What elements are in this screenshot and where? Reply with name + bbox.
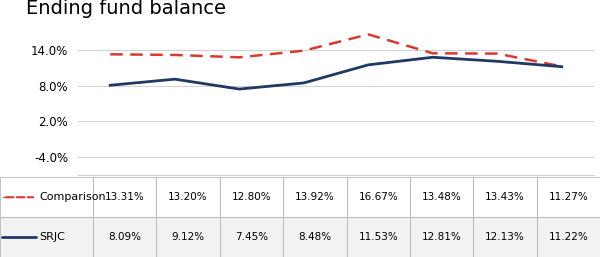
Bar — [410, 217, 473, 257]
Bar — [93, 177, 157, 217]
Bar — [536, 217, 600, 257]
Bar — [0, 217, 93, 257]
Bar — [473, 217, 536, 257]
Text: Ending fund balance: Ending fund balance — [26, 0, 226, 18]
Text: 16.67%: 16.67% — [358, 192, 398, 202]
Bar — [347, 217, 410, 257]
Text: SRJC: SRJC — [39, 232, 65, 242]
Text: 8.48%: 8.48% — [298, 232, 331, 242]
Text: 11.53%: 11.53% — [358, 232, 398, 242]
Text: 11.22%: 11.22% — [548, 232, 588, 242]
Bar — [220, 217, 283, 257]
Text: 7.45%: 7.45% — [235, 232, 268, 242]
Text: 13.31%: 13.31% — [105, 192, 145, 202]
Text: Comparison: Comparison — [39, 192, 106, 202]
Bar — [93, 217, 157, 257]
Bar — [157, 177, 220, 217]
Text: 12.80%: 12.80% — [232, 192, 271, 202]
Text: 12.13%: 12.13% — [485, 232, 525, 242]
Text: 13.20%: 13.20% — [168, 192, 208, 202]
Bar — [283, 217, 347, 257]
Text: 8.09%: 8.09% — [108, 232, 141, 242]
Text: 12.81%: 12.81% — [422, 232, 461, 242]
Text: - - -: - - - — [2, 192, 22, 202]
Bar — [473, 177, 536, 217]
Text: 9.12%: 9.12% — [172, 232, 205, 242]
Text: 13.43%: 13.43% — [485, 192, 525, 202]
Text: 13.48%: 13.48% — [422, 192, 461, 202]
Bar — [347, 177, 410, 217]
Bar — [157, 217, 220, 257]
Bar — [536, 177, 600, 217]
Text: 13.92%: 13.92% — [295, 192, 335, 202]
Bar — [0, 177, 93, 217]
Bar — [410, 177, 473, 217]
Bar — [283, 177, 347, 217]
Text: 11.27%: 11.27% — [548, 192, 588, 202]
Bar — [220, 177, 283, 217]
